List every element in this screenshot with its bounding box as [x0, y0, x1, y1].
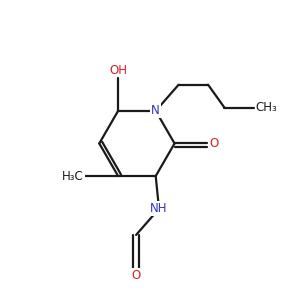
Text: H₃C: H₃C [62, 169, 84, 182]
Text: NH: NH [150, 202, 168, 215]
Text: CH₃: CH₃ [256, 101, 277, 114]
Text: O: O [209, 137, 218, 150]
Text: N: N [152, 104, 160, 117]
Text: OH: OH [109, 64, 127, 76]
Text: O: O [131, 269, 141, 282]
